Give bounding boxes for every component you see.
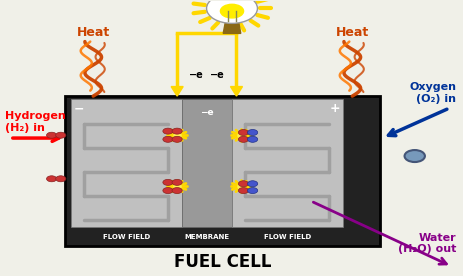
FancyBboxPatch shape bbox=[232, 99, 342, 227]
Circle shape bbox=[172, 128, 182, 134]
Circle shape bbox=[206, 0, 257, 23]
Text: −e: −e bbox=[210, 70, 225, 80]
Circle shape bbox=[247, 181, 257, 187]
Polygon shape bbox=[223, 21, 240, 33]
Circle shape bbox=[238, 188, 248, 193]
Circle shape bbox=[238, 136, 248, 142]
Circle shape bbox=[247, 129, 257, 136]
Text: −e: −e bbox=[200, 108, 213, 117]
FancyBboxPatch shape bbox=[181, 99, 232, 227]
Polygon shape bbox=[171, 87, 183, 96]
Text: −: − bbox=[73, 102, 84, 115]
Circle shape bbox=[247, 136, 257, 142]
Text: Hydrogen
(H₂) in: Hydrogen (H₂) in bbox=[5, 111, 66, 132]
Circle shape bbox=[46, 132, 56, 138]
Circle shape bbox=[163, 188, 173, 193]
Text: MEMBRANE: MEMBRANE bbox=[184, 234, 229, 240]
Text: Oxygen
(O₂) in: Oxygen (O₂) in bbox=[408, 83, 456, 104]
Polygon shape bbox=[230, 87, 242, 96]
Circle shape bbox=[238, 181, 248, 187]
Text: FLOW FIELD: FLOW FIELD bbox=[102, 234, 150, 240]
Circle shape bbox=[56, 176, 66, 182]
Circle shape bbox=[220, 4, 243, 18]
Circle shape bbox=[247, 188, 257, 193]
Text: Water
(H₂O) out: Water (H₂O) out bbox=[397, 233, 456, 254]
Text: FUEL CELL: FUEL CELL bbox=[174, 253, 271, 271]
Text: Heat: Heat bbox=[76, 26, 110, 39]
FancyBboxPatch shape bbox=[65, 96, 379, 246]
Circle shape bbox=[238, 129, 248, 136]
Text: −e: −e bbox=[188, 70, 203, 80]
Text: Heat: Heat bbox=[335, 26, 368, 39]
Circle shape bbox=[163, 179, 173, 185]
FancyBboxPatch shape bbox=[71, 99, 181, 227]
Circle shape bbox=[172, 179, 182, 185]
Circle shape bbox=[56, 132, 66, 138]
Circle shape bbox=[163, 128, 173, 134]
Circle shape bbox=[46, 176, 56, 182]
Circle shape bbox=[172, 136, 182, 142]
Circle shape bbox=[404, 150, 424, 162]
Text: FLOW FIELD: FLOW FIELD bbox=[263, 234, 310, 240]
Circle shape bbox=[163, 136, 173, 142]
Circle shape bbox=[172, 188, 182, 193]
Text: +: + bbox=[329, 102, 339, 115]
